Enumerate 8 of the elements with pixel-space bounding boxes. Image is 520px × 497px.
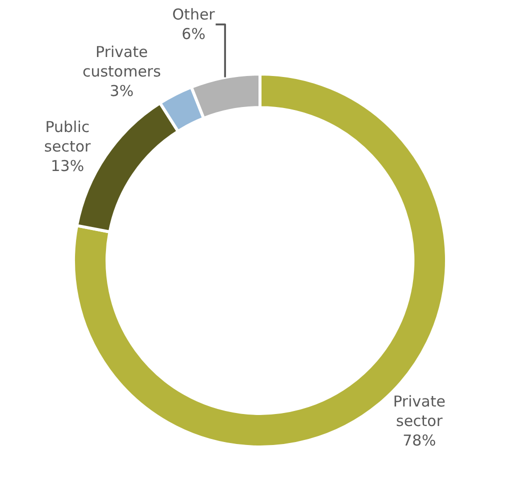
slice-label: Private sector [393,392,446,430]
data-label: 13% [50,157,84,176]
slice-label: Other [172,6,216,24]
slice-label: Public sector [44,118,92,156]
data-label: 6% [182,25,206,44]
data-label: 78% [402,432,436,450]
slice-label: Private customers [82,43,162,81]
data-label: 3% [110,82,134,100]
